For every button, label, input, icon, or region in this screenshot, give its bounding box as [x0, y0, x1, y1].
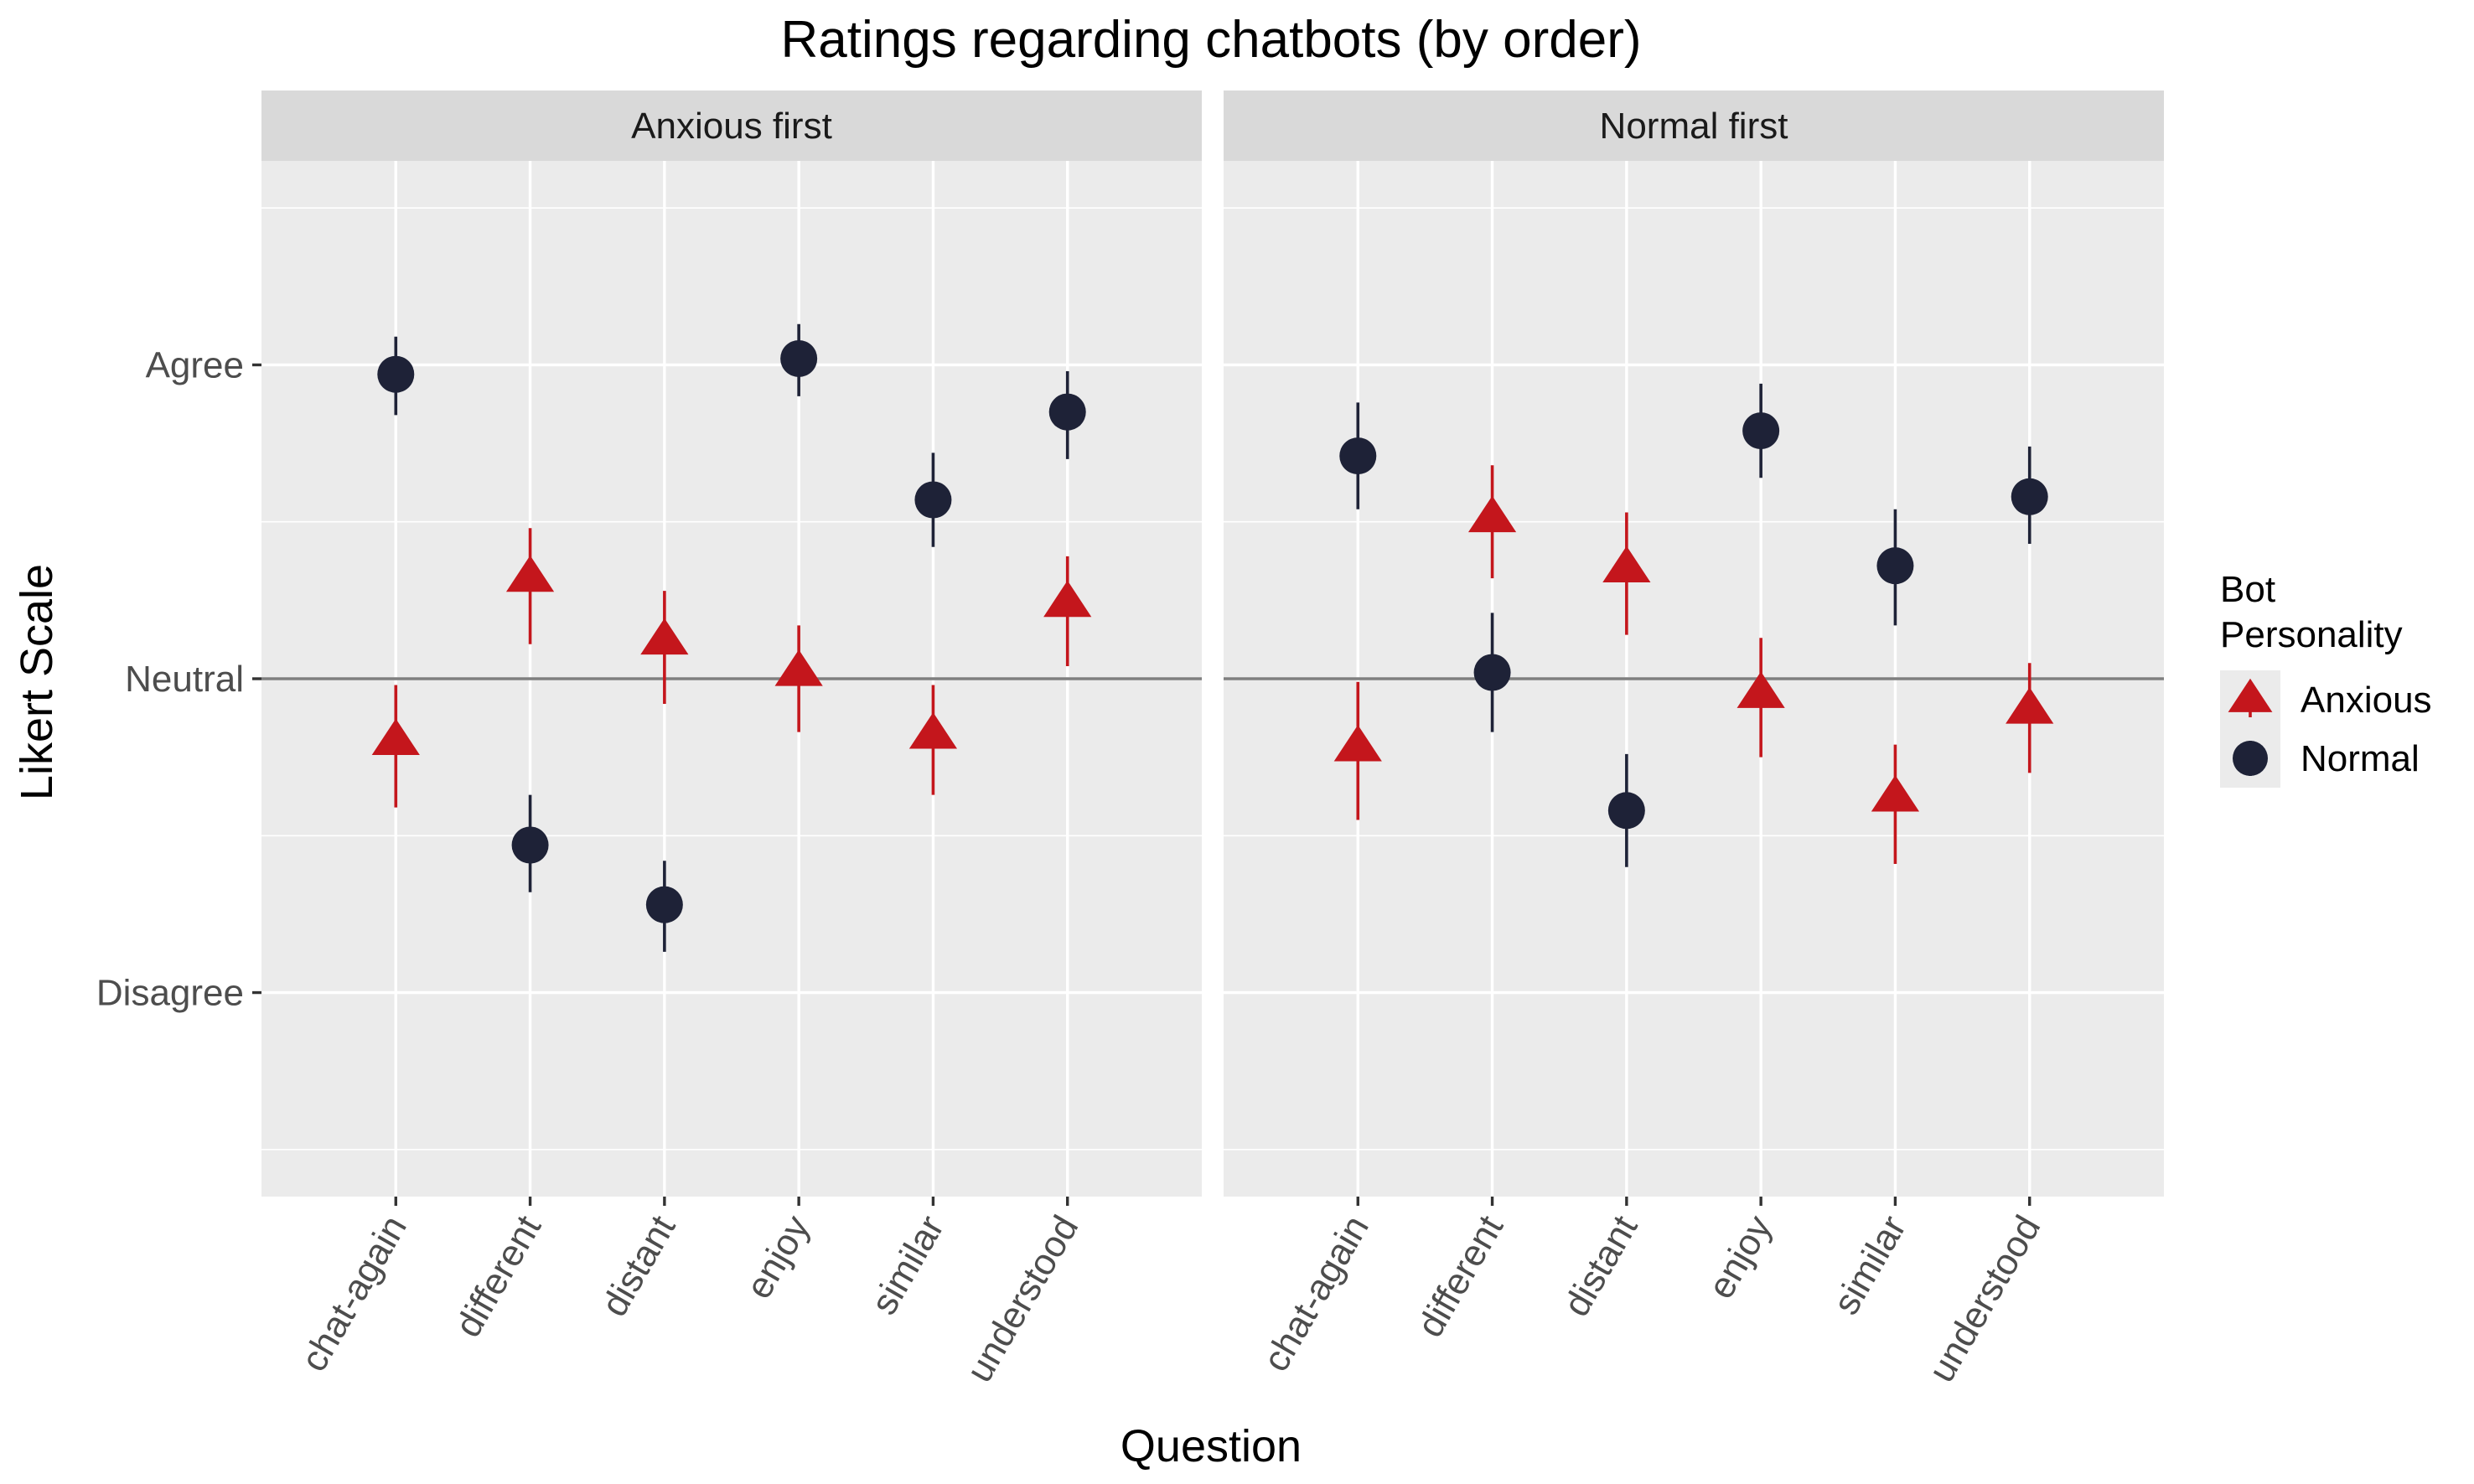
point-anxious-enjoy	[1736, 671, 1785, 708]
y-tick-label-disagree: Disagree	[96, 973, 244, 1014]
panel-strip-label-anxious-first: Anxious first	[631, 106, 832, 147]
point-anxious-understood	[1043, 580, 1092, 618]
point-normal-chat-again	[377, 355, 415, 393]
point-normal-chat-again	[1339, 437, 1377, 475]
point-anxious-understood	[2006, 687, 2054, 724]
legend-key-circle-normal	[2233, 741, 2268, 776]
point-anxious-distant	[1602, 546, 1651, 583]
point-normal-distant	[1607, 792, 1645, 830]
legend-label-anxious: Anxious	[2301, 680, 2432, 721]
y-axis-title: Likert Scale	[12, 564, 62, 800]
y-tick-label-agree: Agree	[146, 344, 244, 385]
panel-strip-normal-first	[1224, 90, 2164, 161]
y-axis: Agree Neutral Disagree	[96, 344, 261, 1014]
point-normal-similar	[1876, 547, 1914, 585]
point-normal-similar	[914, 481, 952, 519]
point-normal-different	[1473, 654, 1511, 691]
panel-strip-anxious-first	[261, 90, 1202, 161]
x-axis-title: Question	[1121, 1421, 1302, 1471]
point-anxious-different	[505, 555, 555, 592]
point-normal-distant	[645, 886, 683, 923]
point-anxious-chat-again	[371, 718, 420, 756]
point-anxious-chat-again	[1333, 725, 1382, 762]
point-anxious-enjoy	[774, 649, 823, 686]
point-normal-understood	[1048, 393, 1086, 431]
legend-title-line: Bot	[2220, 569, 2275, 610]
legend-label-normal: Normal	[2301, 738, 2420, 779]
point-normal-enjoy	[1742, 412, 1780, 450]
point-normal-different	[511, 826, 549, 864]
point-normal-enjoy	[780, 339, 818, 377]
point-anxious-similar	[908, 712, 958, 749]
legend-key-triangle-anxious	[2228, 678, 2273, 712]
point-normal-understood	[2011, 478, 2048, 515]
y-tick-label-neutral: Neutral	[125, 659, 244, 700]
point-anxious-distant	[640, 618, 689, 655]
point-anxious-similar	[1871, 775, 1920, 812]
point-anxious-different	[1467, 495, 1517, 533]
chart-title: Ratings regarding chatbots (by order)	[781, 11, 1642, 69]
legend-title-line: Personality	[2220, 614, 2403, 655]
panel-strip-label-normal-first: Normal first	[1600, 106, 1788, 147]
